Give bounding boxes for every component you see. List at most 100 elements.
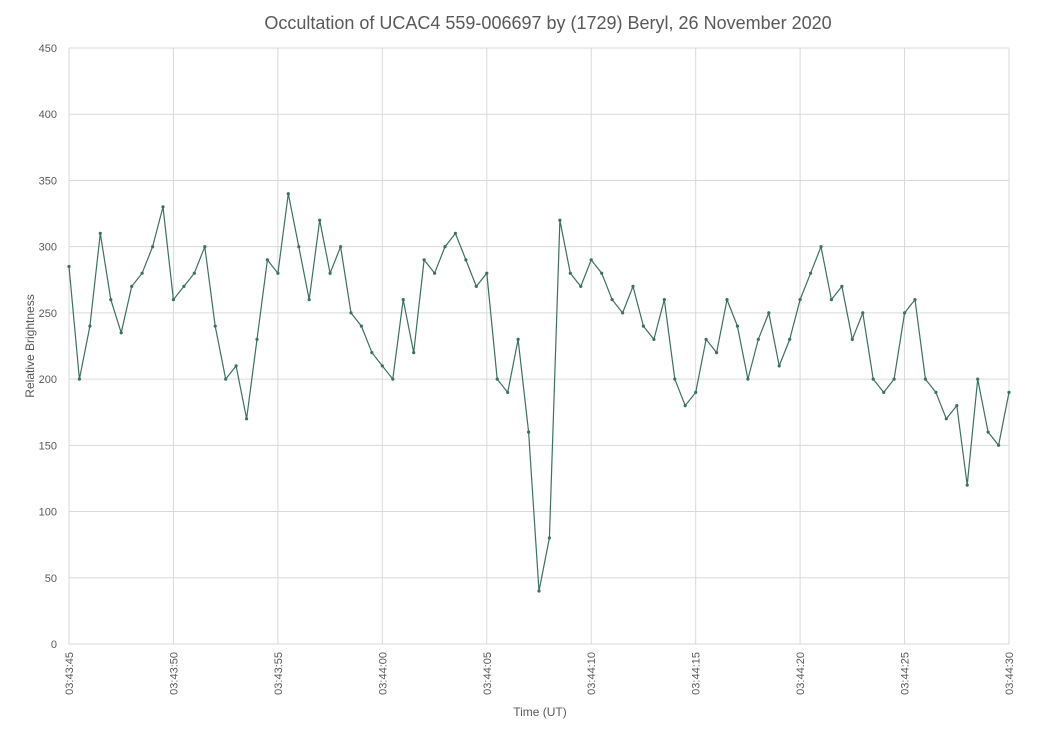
data-point bbox=[453, 231, 457, 235]
data-point bbox=[986, 430, 990, 434]
data-point bbox=[1007, 390, 1011, 394]
x-tick-label: 03:44:25 bbox=[900, 652, 912, 695]
data-point bbox=[652, 337, 656, 341]
data-point bbox=[119, 331, 123, 335]
data-point bbox=[777, 364, 781, 368]
series-line bbox=[68, 193, 1010, 592]
data-point bbox=[829, 298, 834, 302]
data-point bbox=[255, 337, 259, 341]
y-tick-label: 300 bbox=[39, 242, 57, 254]
data-point bbox=[359, 324, 363, 328]
data-point bbox=[182, 284, 186, 288]
data-point bbox=[871, 377, 875, 381]
data-point bbox=[234, 364, 238, 368]
data-point bbox=[944, 417, 948, 421]
data-point bbox=[976, 377, 980, 381]
data-point bbox=[391, 377, 395, 381]
x-tick-label: 03:44:20 bbox=[795, 652, 807, 695]
data-point bbox=[370, 351, 374, 355]
data-point bbox=[788, 337, 792, 341]
gridlines bbox=[68, 47, 1010, 645]
data-point bbox=[203, 245, 207, 249]
data-point bbox=[673, 377, 677, 381]
data-point bbox=[422, 258, 426, 262]
data-point bbox=[861, 311, 865, 315]
x-tick-label: 03:43:55 bbox=[273, 652, 285, 695]
data-point bbox=[495, 377, 499, 381]
data-point bbox=[694, 390, 698, 394]
x-tick-label: 03:44:10 bbox=[586, 652, 598, 695]
x-tick-label: 03:43:50 bbox=[168, 652, 180, 695]
data-point bbox=[809, 271, 813, 275]
data-point bbox=[506, 390, 510, 394]
data-point bbox=[558, 218, 562, 222]
x-axis-label: Time (UT) bbox=[513, 705, 567, 719]
data-point bbox=[88, 324, 92, 328]
data-point bbox=[412, 351, 416, 355]
y-tick-label: 350 bbox=[39, 175, 57, 187]
data-point bbox=[715, 351, 719, 355]
data-point bbox=[767, 311, 771, 315]
y-tick-label: 100 bbox=[39, 507, 57, 519]
y-axis-label: Relative Brightness bbox=[23, 294, 37, 397]
data-point bbox=[109, 298, 113, 302]
data-point bbox=[631, 284, 635, 288]
data-point bbox=[621, 311, 625, 315]
x-tick-label: 03:44:00 bbox=[377, 652, 389, 695]
data-point bbox=[850, 337, 854, 341]
data-point bbox=[224, 377, 228, 381]
data-point bbox=[683, 404, 687, 408]
series-markers bbox=[67, 192, 1011, 593]
y-tick-label: 400 bbox=[39, 109, 57, 121]
data-point bbox=[600, 271, 604, 275]
data-point bbox=[433, 271, 437, 275]
data-point bbox=[913, 298, 917, 302]
data-point bbox=[965, 483, 969, 487]
x-tick-label: 03:44:15 bbox=[691, 652, 703, 695]
y-tick-label: 150 bbox=[39, 440, 57, 452]
data-point bbox=[547, 536, 552, 540]
y-axis-ticks: 0 50 100 150 200 250 300 350 400 450 bbox=[39, 43, 57, 651]
data-point bbox=[798, 298, 802, 302]
data-point bbox=[67, 264, 71, 269]
data-point bbox=[245, 417, 249, 421]
data-point bbox=[568, 271, 572, 275]
y-tick-label: 0 bbox=[51, 639, 57, 651]
y-tick-label: 450 bbox=[39, 43, 57, 55]
data-point bbox=[997, 443, 1001, 447]
data-point bbox=[589, 258, 593, 262]
data-point bbox=[579, 284, 583, 288]
data-point bbox=[610, 298, 614, 302]
data-point bbox=[641, 324, 646, 328]
data-point bbox=[339, 245, 343, 249]
data-point bbox=[349, 311, 353, 315]
data-point bbox=[307, 298, 311, 302]
data-point bbox=[161, 205, 165, 209]
data-point bbox=[328, 271, 332, 275]
data-point bbox=[380, 364, 384, 368]
data-point bbox=[297, 245, 301, 249]
data-point bbox=[77, 377, 81, 381]
x-tick-label: 03:43:45 bbox=[64, 652, 76, 695]
data-point bbox=[819, 245, 823, 249]
y-tick-label: 200 bbox=[39, 374, 57, 386]
data-point bbox=[704, 337, 708, 341]
data-point bbox=[516, 337, 520, 341]
y-tick-label: 50 bbox=[45, 573, 57, 585]
data-point bbox=[192, 271, 196, 275]
data-point bbox=[443, 245, 447, 249]
data-point bbox=[140, 271, 144, 275]
data-point bbox=[485, 271, 489, 275]
data-point bbox=[882, 390, 886, 394]
x-tick-label: 03:44:30 bbox=[1004, 652, 1016, 695]
data-point bbox=[171, 298, 175, 302]
data-point bbox=[276, 271, 280, 275]
data-point bbox=[756, 337, 760, 341]
data-point bbox=[286, 192, 290, 196]
x-tick-label: 03:44:05 bbox=[482, 652, 494, 695]
data-point bbox=[662, 298, 666, 302]
data-point bbox=[923, 377, 928, 381]
data-point bbox=[318, 218, 322, 222]
data-point bbox=[151, 245, 155, 249]
